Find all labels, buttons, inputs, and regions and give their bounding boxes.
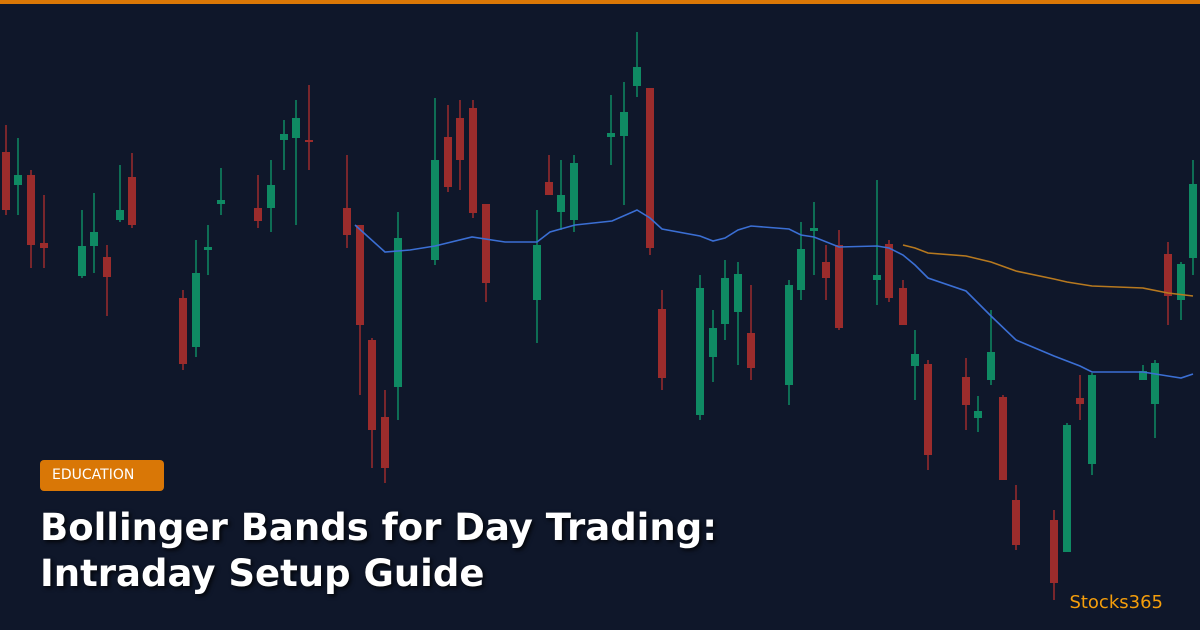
candle-body [747,333,755,368]
candle-body [78,246,86,276]
candle-body [1189,184,1197,258]
candle-body [785,285,793,385]
candle-body [343,208,351,235]
candle-body [305,140,313,142]
candle-body [734,274,742,312]
candle-body [924,364,932,455]
candle-body [90,232,98,246]
candle-body [721,278,729,324]
candle-body [709,328,717,357]
candle-body [267,185,275,208]
candle-body [607,133,615,137]
candle-body [1076,398,1084,404]
candles [2,32,1197,600]
candle-body [292,118,300,138]
candle-body [456,118,464,160]
candle-body [179,298,187,364]
candle-body [368,340,376,430]
category-badge[interactable]: EDUCATION [40,460,164,491]
candle-body [381,417,389,468]
candle-body [431,160,439,260]
candle-body [822,262,830,278]
candle-body [987,352,995,380]
candle-body [469,108,477,213]
candle-body [254,208,262,221]
candle-body [885,244,893,298]
candle-body [1151,363,1159,404]
candle-body [557,195,565,212]
headline-line: Bollinger Bands for Day Trading: [40,506,717,549]
candle-body [1012,500,1020,545]
candle-body [14,175,22,185]
candle-body [1063,425,1071,552]
headline: Bollinger Bands for Day Trading: Intrada… [40,505,717,597]
candle-body [40,243,48,248]
candle-body [797,249,805,290]
candle-body [444,137,452,187]
candle-body [1139,371,1147,380]
brand: Stocks365 [1069,592,1163,613]
candle-body [103,257,111,277]
candle-body [810,228,818,231]
candle-body [128,177,136,225]
candle-body [999,397,1007,480]
candle-body [873,275,881,280]
candle-body [545,182,553,195]
candle-body [192,273,200,347]
candle-body [217,200,225,204]
top-bar [0,0,1200,4]
candle-body [633,67,641,86]
candle-body [696,288,704,415]
candle-body [620,112,628,136]
middle-band [354,209,1194,379]
candle-body [116,210,124,220]
candle-body [1088,375,1096,464]
candle-body [27,175,35,245]
candle-body [280,134,288,140]
headline-line: Intraday Setup Guide [40,552,485,595]
candle-body [204,247,212,250]
candle-body [974,411,982,418]
candle-body [1164,254,1172,296]
candle-body [646,88,654,248]
candle-body [1177,264,1185,300]
candle-body [533,245,541,300]
candle-body [962,377,970,405]
candle-body [2,152,10,210]
candle-body [658,309,666,378]
candle-body [911,354,919,366]
candle-body [482,204,490,283]
candle-body [394,238,402,387]
candle-body [835,245,843,328]
upper-band [902,244,1194,297]
candle-body [1050,520,1058,583]
candle-body [570,163,578,220]
candle-body [356,225,364,325]
candle-body [899,288,907,325]
